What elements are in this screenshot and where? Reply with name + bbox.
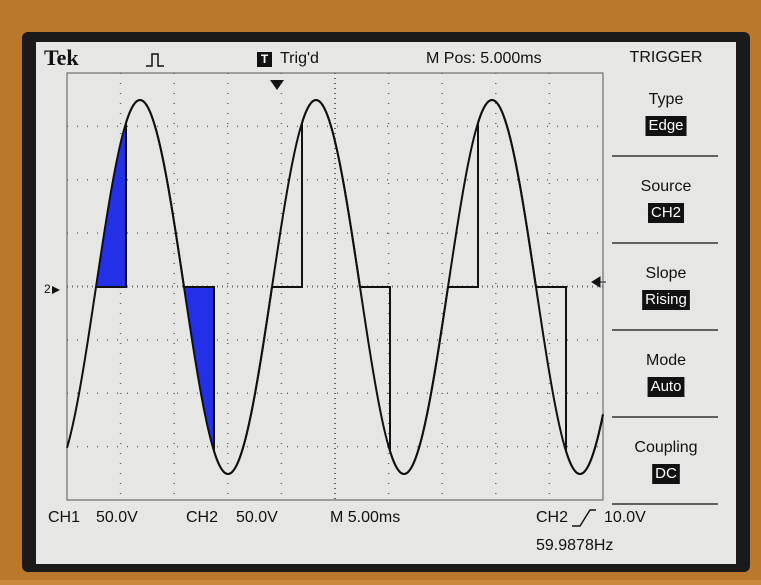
horizontal-position: M Pos: 5.000ms (426, 50, 542, 67)
trigger-icon (257, 52, 272, 67)
ch1-scale: 50.0V (96, 509, 138, 526)
waveform (66, 98, 604, 476)
menu-value-box (645, 116, 687, 136)
timebase: M 5.00ms (330, 509, 400, 526)
trigger-position-marker (270, 80, 284, 90)
ch1-label: CH1 (48, 509, 80, 526)
menu-value: CH2 (651, 204, 681, 221)
ch2-label: CH2 (186, 509, 218, 526)
frequency: 59.9878Hz (536, 537, 613, 554)
brand: Tek (44, 45, 79, 70)
menu-label: Slope (646, 265, 687, 282)
menu-label: Mode (646, 352, 686, 369)
ch2-scale: 50.0V (236, 509, 278, 526)
menu-value: Rising (645, 291, 687, 308)
menu-value: DC (655, 465, 677, 482)
channel-marker-arrow (52, 286, 60, 294)
menu-value: Auto (651, 378, 682, 395)
graticule (66, 72, 604, 501)
menu-label: Source (641, 178, 692, 195)
menu-label: Coupling (634, 439, 697, 456)
trigger-level: 10.0V (604, 509, 646, 526)
menu-value-box (642, 290, 690, 310)
menu-value-box (652, 464, 680, 484)
slope-icon (572, 509, 596, 527)
screen (36, 42, 736, 564)
menu-value-box (647, 203, 685, 223)
trigger-source: CH2 (536, 509, 568, 526)
acquire-icon (146, 53, 164, 67)
menu-value-box (647, 377, 685, 397)
menu-title: TRIGGER (630, 49, 703, 66)
menu-label: Type (649, 91, 684, 108)
menu-value: Edge (648, 117, 683, 134)
trigger-menu: Type Edge Source CH2 Slope Rising Mode Auto Coup… (612, 91, 718, 505)
ch2-trace (96, 98, 604, 476)
trigger-status: Trig'd (280, 50, 319, 67)
channel-marker: 2 (44, 282, 51, 296)
trigger-icon-letter: T (261, 52, 269, 66)
